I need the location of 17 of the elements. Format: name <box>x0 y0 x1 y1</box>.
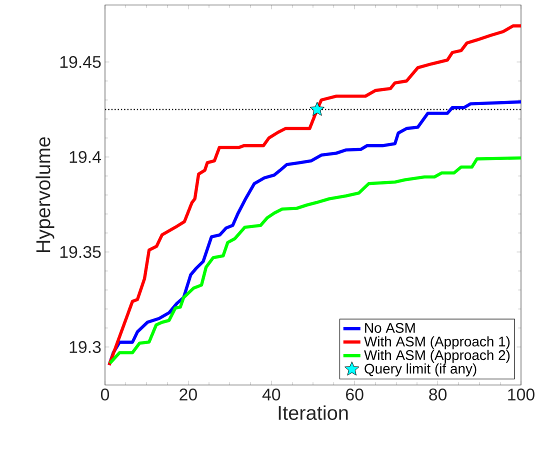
line-series <box>108 156 522 365</box>
x-tick-label: 20 <box>180 388 197 401</box>
legend-label: With ASM (Approach 1) <box>364 336 510 350</box>
y-tick-label: 19.35 <box>60 246 101 258</box>
x-tick-label: 60 <box>346 388 364 401</box>
y-tick-label: 19.3 <box>70 341 101 353</box>
x-axis-title: Iteration <box>278 405 348 420</box>
legend-label: No ASM <box>365 322 415 333</box>
x-tick-label: 40 <box>262 388 280 401</box>
y-tick-label: 19.4 <box>70 151 101 163</box>
y-tick-label: 19.45 <box>60 56 101 68</box>
legend-label: Query limit (if any) <box>364 363 476 376</box>
legend-label: With ASM (Approach 2) <box>364 350 510 363</box>
x-tick-label: 80 <box>429 388 447 401</box>
x-tick-label: 0 <box>100 388 110 401</box>
y-axis-title: Hypervolume <box>36 137 54 252</box>
x-tick-label: 100 <box>508 388 534 401</box>
